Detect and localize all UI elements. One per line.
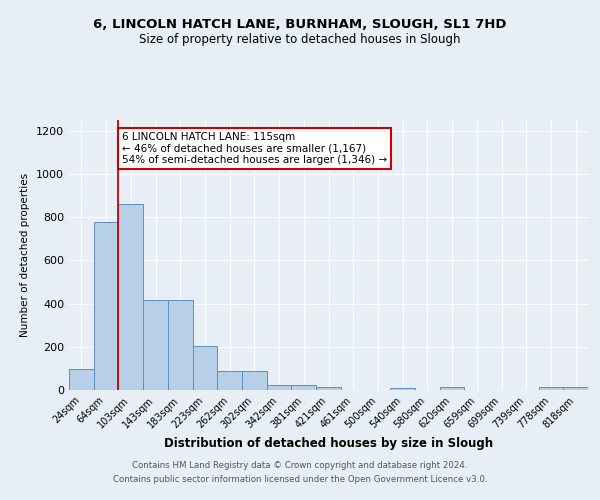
Bar xyxy=(242,371,267,390)
Bar xyxy=(390,388,415,390)
Bar xyxy=(563,388,588,390)
Bar xyxy=(539,388,563,390)
Bar xyxy=(267,384,292,390)
Text: Size of property relative to detached houses in Slough: Size of property relative to detached ho… xyxy=(139,32,461,46)
X-axis label: Distribution of detached houses by size in Slough: Distribution of detached houses by size … xyxy=(164,436,493,450)
Y-axis label: Number of detached properties: Number of detached properties xyxy=(20,173,31,337)
Bar xyxy=(94,222,118,390)
Text: Contains HM Land Registry data © Crown copyright and database right 2024.: Contains HM Land Registry data © Crown c… xyxy=(132,462,468,470)
Bar xyxy=(193,346,217,390)
Text: 6 LINCOLN HATCH LANE: 115sqm
← 46% of detached houses are smaller (1,167)
54% of: 6 LINCOLN HATCH LANE: 115sqm ← 46% of de… xyxy=(122,132,387,165)
Bar xyxy=(292,385,316,390)
Bar xyxy=(143,300,168,390)
Text: Contains public sector information licensed under the Open Government Licence v3: Contains public sector information licen… xyxy=(113,476,487,484)
Bar xyxy=(440,388,464,390)
Bar xyxy=(217,371,242,390)
Text: 6, LINCOLN HATCH LANE, BURNHAM, SLOUGH, SL1 7HD: 6, LINCOLN HATCH LANE, BURNHAM, SLOUGH, … xyxy=(93,18,507,30)
Bar xyxy=(168,300,193,390)
Bar xyxy=(69,370,94,390)
Bar xyxy=(316,387,341,390)
Bar xyxy=(118,204,143,390)
